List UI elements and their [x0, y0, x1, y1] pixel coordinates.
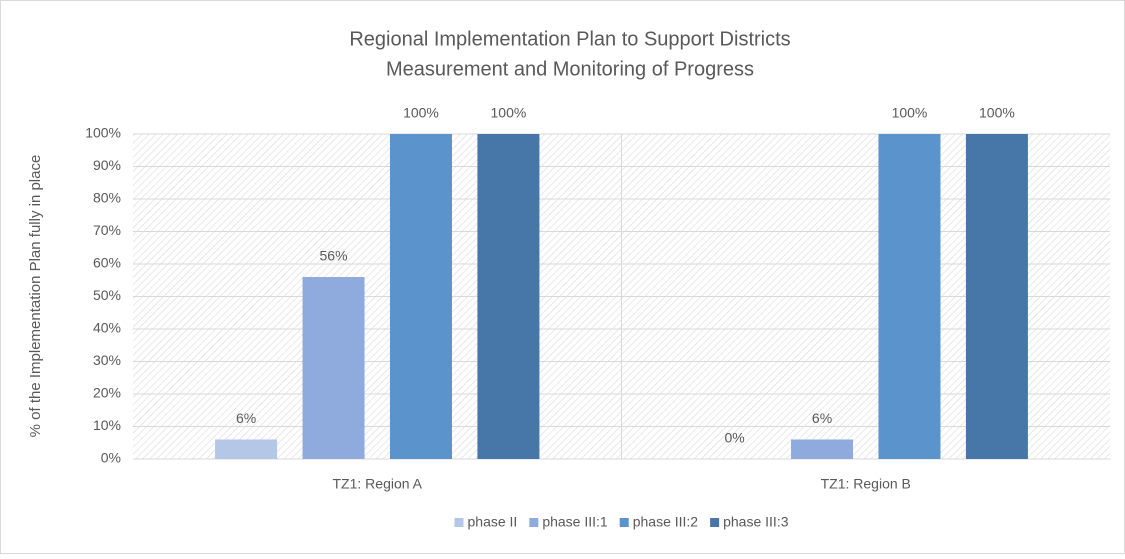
y-tick-label: 100%	[85, 125, 121, 141]
y-tick-label: 70%	[93, 222, 121, 238]
data-label: 100%	[892, 105, 928, 121]
x-tick-label: TZ1: Region B	[821, 476, 911, 492]
y-tick-label: 80%	[93, 190, 121, 206]
chart-title: Measurement and Monitoring of Progress	[386, 58, 754, 80]
data-label: 6%	[236, 410, 256, 426]
legend-label: phase III:3	[723, 514, 789, 530]
y-axis-label: % of the Implementation Plan fully in pl…	[27, 155, 44, 438]
data-label: 56%	[320, 248, 348, 264]
legend-label: phase II	[468, 514, 518, 530]
y-tick-label: 10%	[93, 417, 121, 433]
data-label: 6%	[812, 410, 832, 426]
legend-swatch	[710, 518, 720, 527]
bar	[878, 134, 941, 459]
y-tick-label: 50%	[93, 287, 121, 303]
y-tick-label: 40%	[93, 320, 121, 336]
y-tick-label: 60%	[93, 255, 121, 271]
y-tick-label: 30%	[93, 352, 121, 368]
y-tick-label: 20%	[93, 385, 121, 401]
y-tick-label: 90%	[93, 157, 121, 173]
legend-label: phase III:1	[542, 514, 608, 530]
bar	[791, 439, 854, 459]
bar	[215, 439, 278, 459]
data-label: 100%	[403, 105, 439, 121]
x-tick-label: TZ1: Region A	[333, 476, 423, 492]
bar	[965, 134, 1028, 459]
bar	[302, 277, 365, 459]
bar	[477, 134, 540, 459]
y-tick-label: 0%	[101, 450, 121, 466]
legend-swatch	[454, 518, 464, 527]
data-label: 100%	[979, 105, 1015, 121]
legend-label: phase III:2	[633, 514, 699, 530]
legend-swatch	[529, 518, 539, 527]
chart-title: Regional Implementation Plan to Support …	[349, 28, 790, 50]
bar	[389, 134, 452, 459]
data-label: 0%	[724, 430, 744, 446]
data-label: 100%	[491, 105, 527, 121]
legend-swatch	[619, 518, 629, 527]
